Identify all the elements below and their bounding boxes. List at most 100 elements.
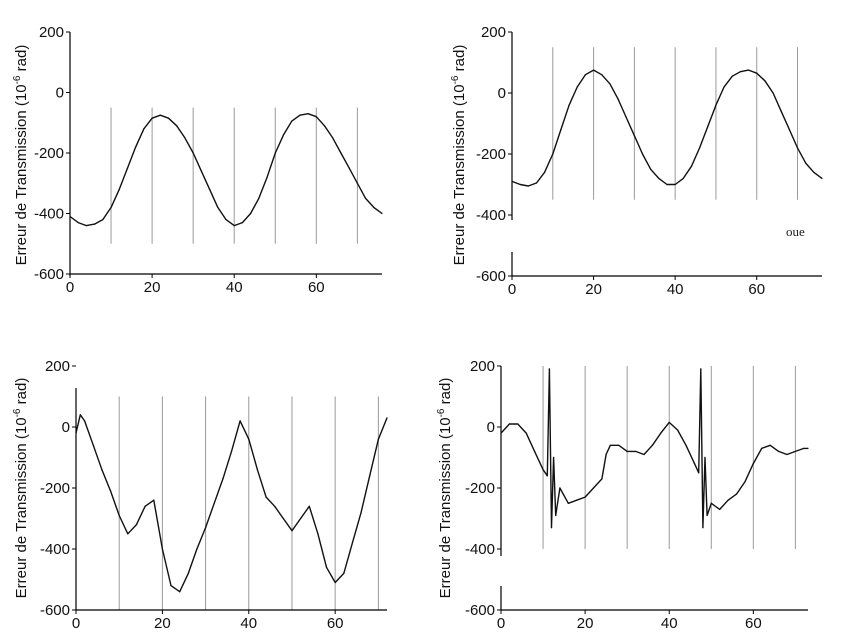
data-point [525, 432, 527, 434]
data-point [601, 74, 603, 76]
data-point [334, 581, 336, 584]
data-point [761, 447, 763, 449]
data-point [727, 499, 729, 501]
data-point [559, 487, 561, 489]
data-point [127, 533, 129, 535]
data-point [176, 125, 178, 127]
data-point [517, 423, 519, 425]
data-point [666, 183, 668, 186]
data-point [735, 493, 738, 495]
data-point [704, 456, 706, 459]
data-point [308, 505, 310, 507]
data-point [699, 147, 701, 149]
data-point [546, 475, 548, 477]
data-point [805, 162, 807, 164]
y-tick-label: 0 [62, 419, 70, 436]
data-point [643, 453, 645, 456]
data-point [772, 92, 774, 94]
data-point [151, 117, 153, 119]
data-point [184, 137, 186, 139]
x-tick-label: 20 [144, 279, 161, 296]
artifact-text: oue [786, 224, 805, 239]
data-point [788, 129, 790, 131]
data-point [821, 177, 823, 179]
data-point [723, 86, 725, 88]
data-point [693, 463, 696, 465]
y-axis-label-part: rad) [437, 378, 454, 409]
data-point [677, 429, 679, 431]
data-point [274, 152, 276, 154]
x-tick-label: 40 [240, 615, 257, 632]
data-point [161, 548, 163, 550]
data-point [626, 450, 628, 452]
data-point [552, 153, 554, 155]
x-tick-label: 60 [745, 615, 762, 632]
data-point [340, 152, 342, 154]
data-point [192, 152, 194, 154]
data-point [552, 456, 555, 459]
data-point [618, 444, 620, 446]
data-point [170, 585, 172, 587]
data-point [633, 135, 635, 137]
data-point [187, 572, 189, 575]
y-tick-label: -400 [465, 541, 495, 558]
data-point [159, 114, 161, 116]
data-point [282, 134, 285, 136]
data-point [225, 218, 227, 221]
data-point [739, 71, 742, 73]
data-point [744, 481, 746, 483]
data-point [356, 182, 358, 184]
data-point [274, 505, 276, 507]
data-point [747, 69, 750, 71]
y-axis-label-part: Erreur de Transmission (10 [451, 84, 468, 265]
data-point [634, 450, 637, 452]
data-point [351, 542, 354, 544]
data-point [584, 74, 587, 76]
data-point [153, 499, 155, 501]
x-tick-label: 20 [577, 615, 594, 632]
data-point [769, 444, 771, 446]
x-tick-label: 0 [508, 281, 516, 298]
data-point [519, 183, 521, 186]
y-tick-label: -600 [476, 268, 506, 285]
data-point [348, 167, 350, 169]
data-point [200, 170, 202, 172]
y-tick-label: 200 [481, 24, 506, 41]
data-point [102, 218, 104, 221]
data-point [135, 524, 138, 526]
data-point [567, 502, 569, 504]
y-axis-label: Erreur de Transmission (10-6 rad) [12, 45, 30, 266]
y-tick-label: 200 [45, 358, 70, 375]
data-point [239, 420, 241, 422]
data-point [568, 104, 570, 106]
data-point [548, 368, 550, 370]
data-point [511, 180, 513, 183]
data-point [707, 125, 709, 128]
data-point [601, 478, 603, 480]
data-point [651, 444, 653, 446]
y-tick-label: -600 [465, 602, 495, 619]
data-point [752, 463, 754, 465]
data-point [576, 86, 578, 88]
data-point [550, 527, 553, 529]
data-point [325, 566, 328, 568]
data-point [710, 502, 712, 504]
y-axis-label-part: rad) [451, 45, 468, 76]
data-point [609, 444, 611, 446]
subplot-2: -600 -400 -200 0 200 0 20 40 60 Erreur de Transmi… [450, 24, 823, 298]
data-point [299, 114, 301, 116]
data-point [265, 496, 267, 498]
data-point [167, 117, 170, 119]
data-point [373, 206, 375, 209]
y-tick-label: -400 [40, 541, 70, 558]
data-point [233, 225, 235, 227]
y-axis-label-exponent: -6 [450, 75, 461, 84]
data-point [69, 215, 71, 218]
y-axis-label-part: rad) [13, 378, 30, 409]
y-axis-label: Erreur de Transmission (10-6 rad) [450, 45, 468, 266]
data-point [317, 533, 319, 535]
x-tick-label: 40 [667, 281, 684, 298]
y-tick-label: 0 [498, 85, 506, 102]
data-point [700, 368, 702, 370]
